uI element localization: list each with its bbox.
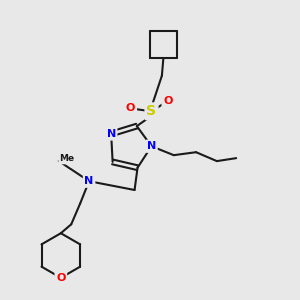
Text: O: O xyxy=(56,273,65,283)
Text: S: S xyxy=(146,104,157,118)
Text: O: O xyxy=(126,103,135,113)
Text: N: N xyxy=(106,129,116,139)
Text: Me: Me xyxy=(59,154,74,164)
Text: O: O xyxy=(163,96,172,106)
Text: N: N xyxy=(147,141,156,151)
Text: N: N xyxy=(84,176,94,186)
